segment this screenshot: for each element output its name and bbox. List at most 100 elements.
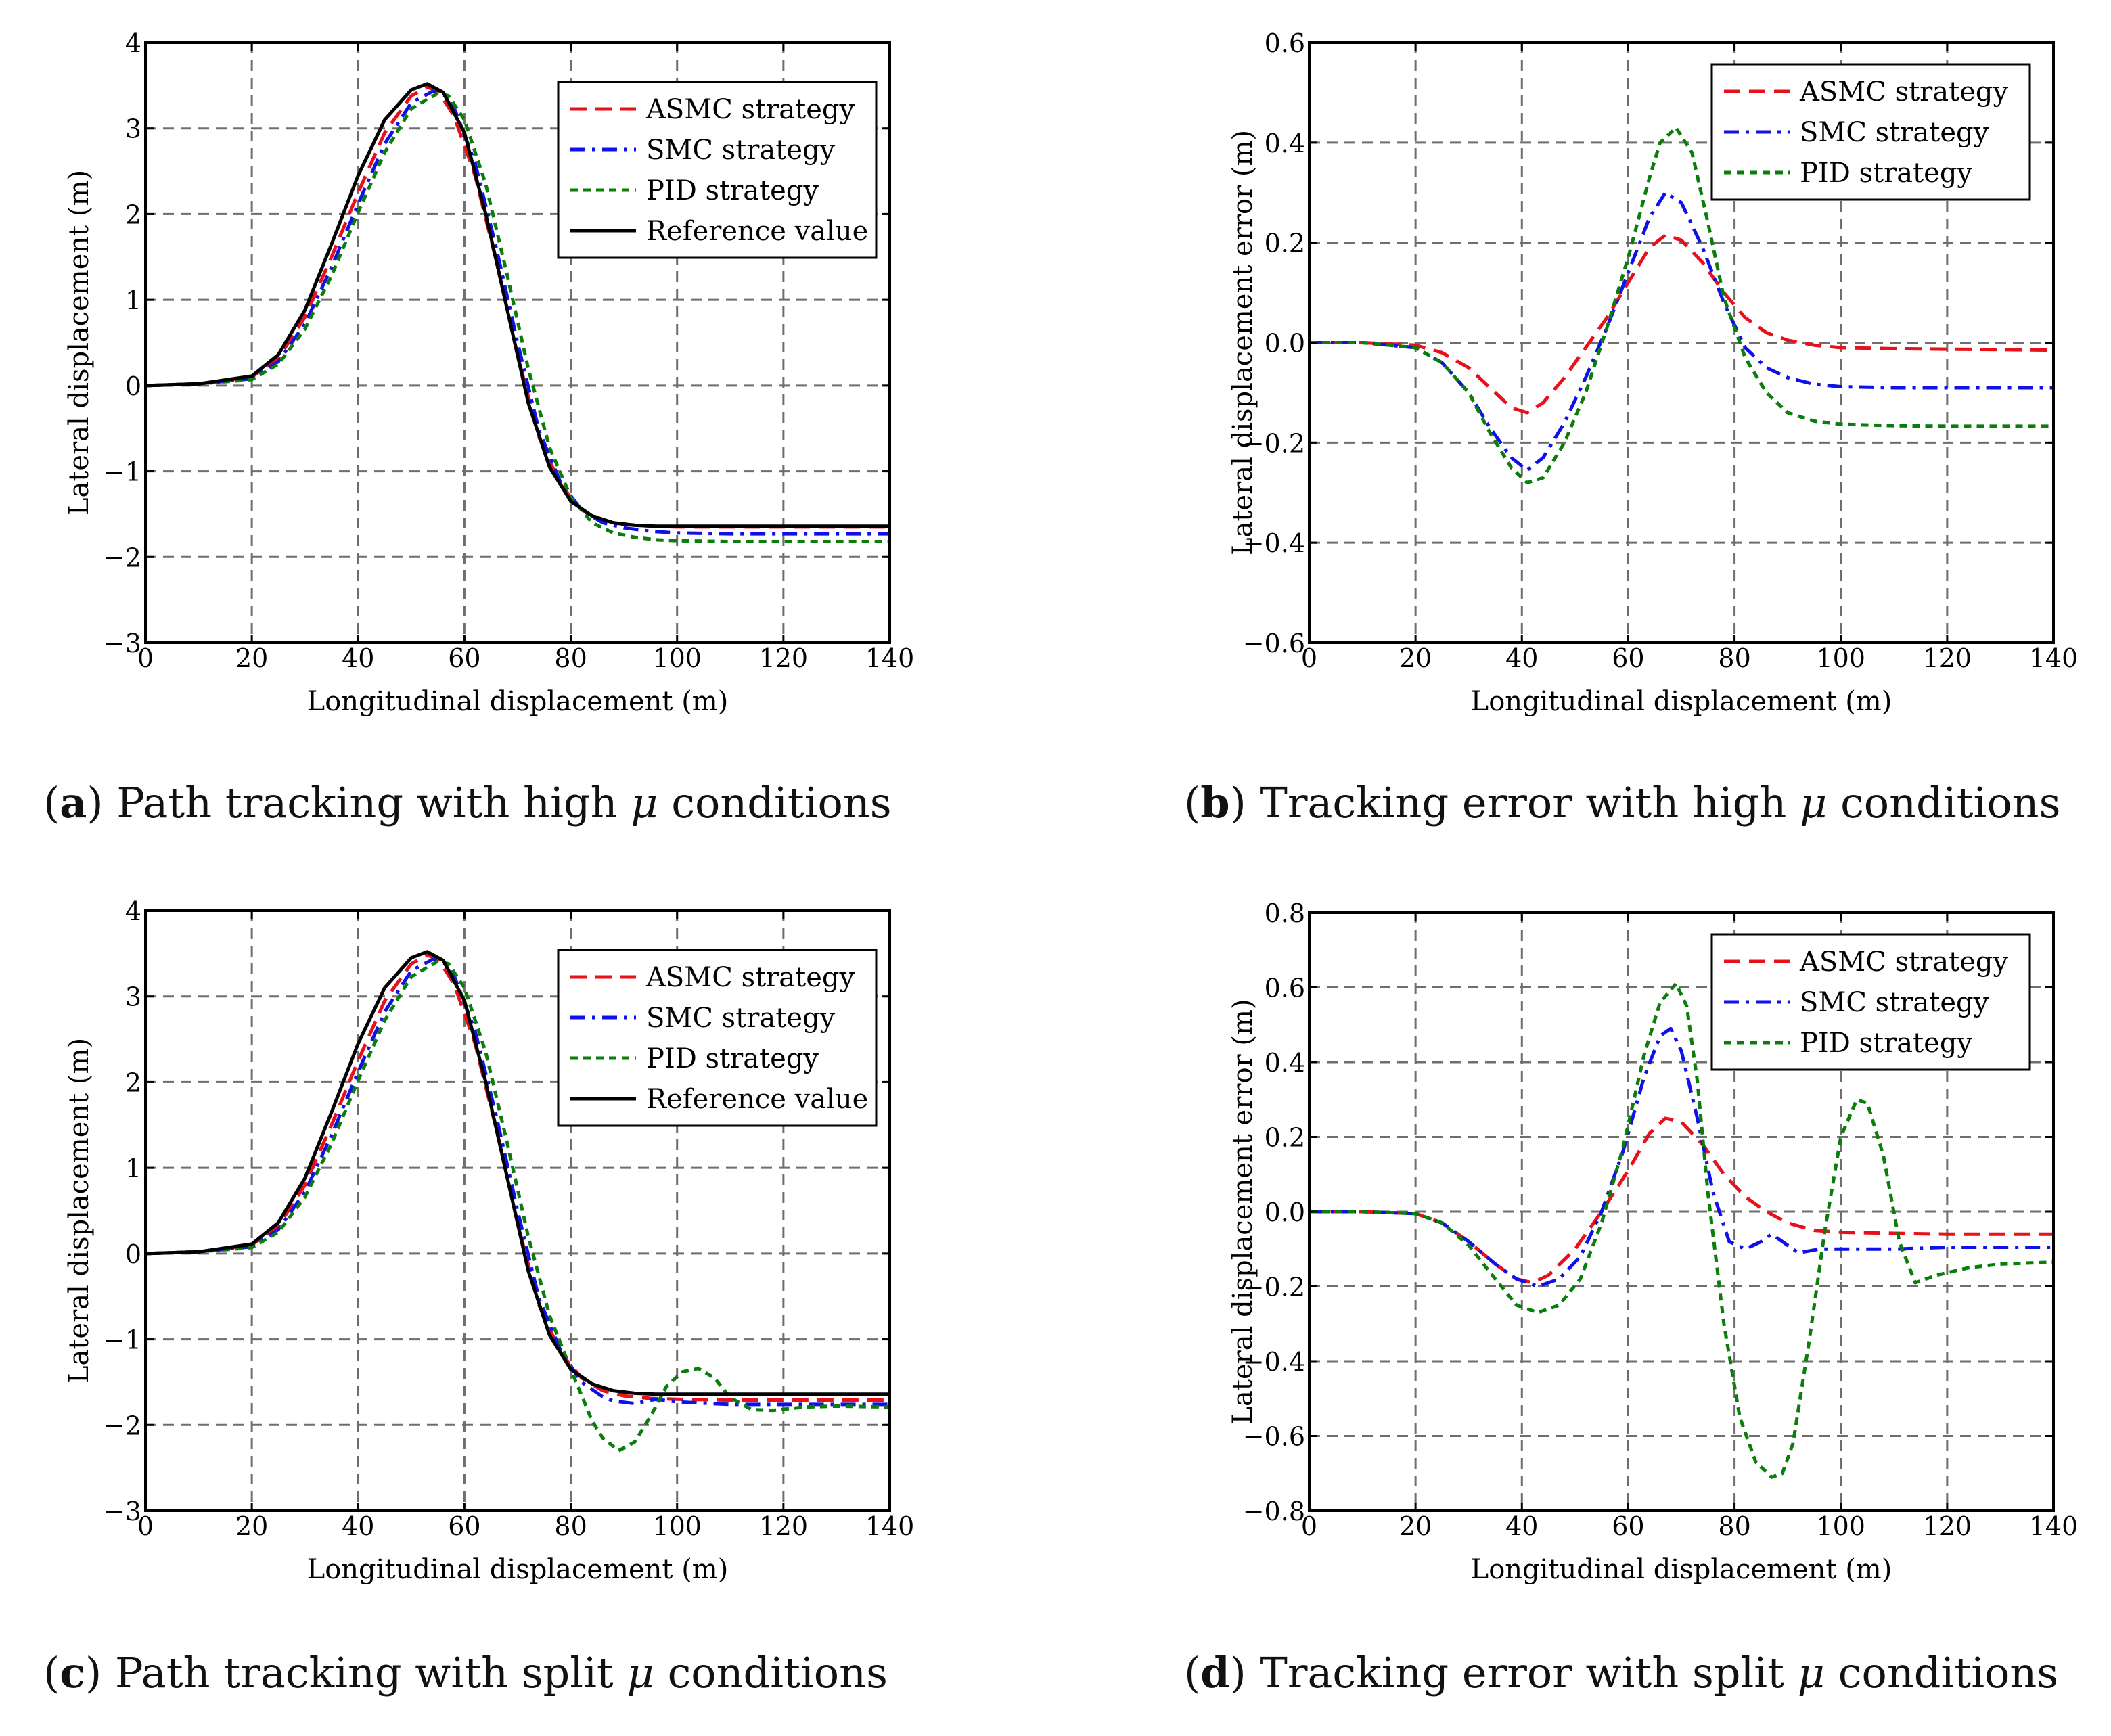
y-axis-label: Lateral displacement error (m) <box>1227 130 1258 555</box>
x-tick-label: 40 <box>342 1511 374 1541</box>
x-axis-label: Longitudinal displacement (m) <box>1471 686 1892 717</box>
y-tick-label: −0.4 <box>1243 528 1305 558</box>
plot-frame <box>144 909 891 1512</box>
chart-b: 0 20 40 60 80 100 120 140 −0.6 −0.4 −0.2 0.0 0.2 0.4 0… <box>1227 28 2079 717</box>
caption-b-letter: b <box>1200 778 1230 827</box>
y-tick-label: 0.4 <box>1265 1048 1305 1078</box>
caption-d-letter: d <box>1200 1648 1230 1697</box>
y-tick-label: −0.2 <box>1243 428 1305 458</box>
legend-label-smc: SMC strategy <box>1800 987 1989 1018</box>
x-tick-label: 100 <box>1816 643 1865 673</box>
x-tick-label: 100 <box>652 643 702 673</box>
x-tick-label: 100 <box>1816 1511 1865 1541</box>
caption-d-text: Tracking error with split <box>1259 1648 1785 1697</box>
chart-d: 0 20 40 60 80 100 120 140 −0.8 −0.6 −0.4 −0.2 0.0 0.2… <box>1227 898 2078 1585</box>
legend-label-reference: Reference value <box>646 1084 868 1115</box>
y-tick-label: 1 <box>125 1153 141 1183</box>
series-line-pid <box>1309 982 2054 1479</box>
caption-c-mu: μ <box>627 1648 654 1697</box>
legend-label-pid: PID strategy <box>1800 1028 1972 1059</box>
y-tick-label: −1 <box>104 457 141 487</box>
y-tick-label: 0.2 <box>1265 1123 1305 1153</box>
caption-d-suffix: conditions <box>1838 1648 2059 1697</box>
legend-label-asmc: ASMC strategy <box>645 962 855 993</box>
caption-a-letter: a <box>60 778 87 827</box>
x-tick-label: 80 <box>1718 1511 1750 1541</box>
series-line-reference <box>145 950 890 1396</box>
y-tick-label: −3 <box>104 629 141 658</box>
x-tick-label: 140 <box>2029 643 2079 673</box>
y-tick-label: −0.6 <box>1243 1422 1305 1452</box>
caption-d-mu: μ <box>1797 1648 1825 1697</box>
y-tick-label: 4 <box>125 28 141 58</box>
x-axis-label: Longitudinal displacement (m) <box>1471 1554 1892 1585</box>
caption-a-text: Path tracking with high <box>116 778 618 827</box>
x-tick-label: 80 <box>554 1511 587 1541</box>
legend-label-smc: SMC strategy <box>1800 117 1989 148</box>
y-tick-label: 0.4 <box>1265 129 1305 158</box>
chart-c: 0 20 40 60 80 100 120 140 −3 −2 −1 0 1 2 3 4 Longitudina… <box>64 896 915 1585</box>
series-line-smc <box>1309 1026 2053 1288</box>
legend-box <box>557 949 878 1127</box>
x-tick-label: 40 <box>1505 643 1538 673</box>
y-tick-label: −0.8 <box>1243 1497 1305 1526</box>
x-tick-label: 20 <box>235 1511 268 1541</box>
x-tick-label: 120 <box>1923 643 1972 673</box>
y-tick-label: 0.0 <box>1265 1197 1305 1227</box>
series-line-pid <box>1309 126 2053 484</box>
chart-panel-a: 0 20 40 60 80 100 120 140 −3 −2 −1 0 1 2 3 4 Longitudina… <box>0 0 947 764</box>
x-tick-label: 120 <box>1923 1511 1972 1541</box>
y-tick-label: −2 <box>104 543 141 572</box>
x-tick-label: 40 <box>1505 1511 1538 1541</box>
x-tick-label: 140 <box>865 1511 915 1541</box>
caption-b-text: Tracking error with high <box>1259 778 1787 827</box>
x-axis-label: Longitudinal displacement (m) <box>307 1554 729 1585</box>
series-line-reference <box>145 82 890 528</box>
y-tick-label: 0 <box>125 1239 141 1269</box>
y-tick-label: 0.8 <box>1265 898 1305 928</box>
legend-label-asmc: ASMC strategy <box>645 94 855 125</box>
x-tick-label: 0 <box>137 643 154 673</box>
x-tick-label: 0 <box>137 1511 154 1541</box>
y-tick-label: 0.6 <box>1265 974 1305 1003</box>
series-line-pid <box>145 91 890 543</box>
chart-panel-c: 0 20 40 60 80 100 120 140 −3 −2 −1 0 1 2 3 4 Longitudina… <box>0 868 947 1632</box>
legend-label-reference: Reference value <box>646 216 868 247</box>
y-tick-label: 0.0 <box>1265 329 1305 359</box>
legend-label-asmc: ASMC strategy <box>1799 946 2008 978</box>
legend-label-pid: PID strategy <box>646 175 819 206</box>
caption-b: (b) Tracking error with high μ condition… <box>1184 778 2061 827</box>
caption-a-suffix: conditions <box>671 778 892 827</box>
y-tick-label: 3 <box>125 982 141 1012</box>
caption-d: (d) Tracking error with split μ conditio… <box>1184 1648 2059 1697</box>
x-tick-label: 80 <box>554 643 587 673</box>
y-tick-label: 0.6 <box>1265 28 1305 58</box>
x-tick-label: 60 <box>1612 1511 1644 1541</box>
y-tick-label: −1 <box>104 1325 141 1355</box>
series-line-smc <box>1309 191 2053 472</box>
caption-b-suffix: conditions <box>1840 778 2061 827</box>
plot-frame <box>144 41 891 644</box>
y-tick-label: −0.4 <box>1243 1347 1305 1377</box>
y-axis-label: Lateral displacement (m) <box>64 1038 95 1384</box>
caption-c-letter: c <box>60 1648 85 1697</box>
x-tick-label: 100 <box>652 1511 702 1541</box>
x-tick-label: 0 <box>1301 643 1317 673</box>
legend-box <box>557 81 878 259</box>
y-tick-label: 3 <box>125 114 141 144</box>
x-tick-label: 60 <box>448 1511 480 1541</box>
y-axis-label: Lateral displacement (m) <box>64 170 95 516</box>
legend-label-smc: SMC strategy <box>646 1003 836 1034</box>
x-tick-label: 60 <box>448 643 480 673</box>
legend-label-asmc: ASMC strategy <box>1799 76 2008 108</box>
x-tick-label: 20 <box>235 643 268 673</box>
series-line-asmc <box>1309 233 2054 415</box>
y-axis-label: Lateral displacement error (m) <box>1227 999 1258 1424</box>
series-line-asmc <box>1309 1116 2053 1285</box>
y-tick-label: 1 <box>125 285 141 315</box>
x-tick-label: 40 <box>342 643 374 673</box>
y-tick-label: −3 <box>104 1497 141 1526</box>
caption-c-suffix: conditions <box>667 1648 888 1697</box>
chart-panel-d: 0 20 40 60 80 100 120 140 −0.8 −0.6 −0.4 −0.2 0.0 0.2… <box>1164 868 2111 1632</box>
legend-label-smc: SMC strategy <box>646 135 836 166</box>
